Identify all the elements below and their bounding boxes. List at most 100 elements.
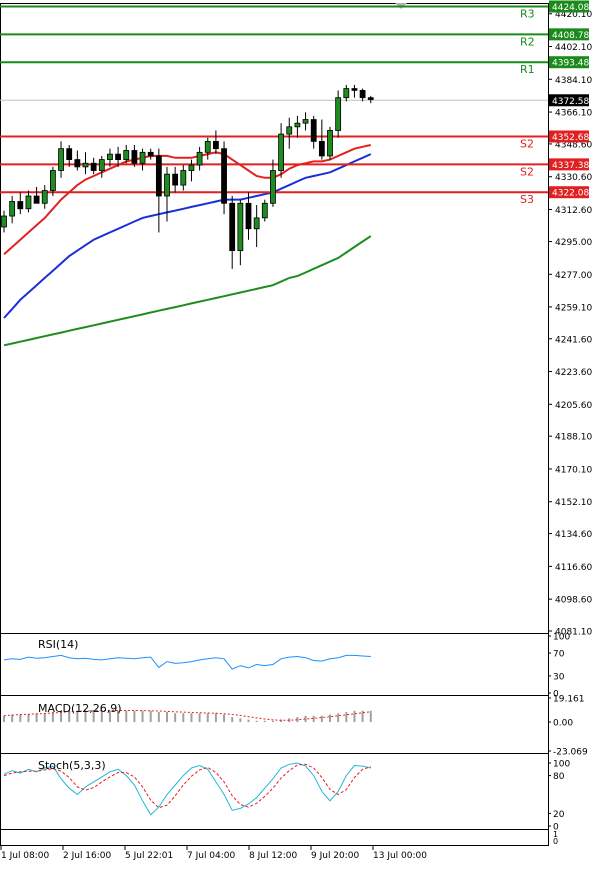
candle-body [310, 119, 317, 142]
candle-body [359, 89, 366, 99]
candle-body [327, 130, 333, 157]
macd-tick-label: 0.00 [553, 719, 573, 729]
candle-body [286, 126, 293, 135]
y-tick-label: 4366.10 [555, 109, 592, 119]
y-tick-label: 4259.10 [555, 303, 592, 313]
level-price-box [549, 186, 589, 199]
x-tick-label: 5 Jul 22:01 [125, 851, 173, 861]
level-name-s3: S3 [520, 193, 534, 206]
y-tick-label: 4134.60 [555, 530, 592, 540]
level-name-r1: R1 [520, 63, 535, 76]
macd-tick-label: 19.161 [553, 695, 585, 705]
y-tick-label: 4330.60 [555, 173, 592, 183]
level-price-box [549, 130, 589, 143]
rsi-line [3, 654, 371, 670]
candle-body [66, 148, 73, 160]
y-tick-label: 4348.60 [555, 140, 592, 150]
candle-body [1, 215, 7, 228]
macd-signal-line [3, 710, 371, 721]
candle-body [302, 119, 309, 124]
level-name-s2: S2 [520, 165, 534, 178]
candle-body [164, 173, 170, 197]
x-tick-label: 13 Jul 00:00 [373, 851, 427, 861]
level-price-box [549, 28, 589, 41]
empty-panel-tick: 0 [553, 837, 558, 846]
candle-body [196, 151, 203, 166]
level-price-label: 4352.68 [552, 133, 589, 143]
x-tick-label: 7 Jul 04:00 [187, 851, 236, 861]
candle-body [253, 217, 260, 230]
level-name-r3: R3 [520, 7, 535, 20]
x-tick-label: 9 Jul 20:00 [311, 851, 360, 861]
current-price-box [549, 94, 589, 107]
stoch-tick-label: 100 [553, 760, 570, 770]
candle-body [115, 153, 121, 160]
candle-body [221, 148, 227, 204]
macd-label: MACD(12,26,9) [38, 702, 122, 715]
level-name-r2: R2 [520, 35, 535, 48]
y-tick-label: 4223.60 [555, 368, 592, 378]
x-tick-label: 8 Jul 12:00 [249, 851, 298, 861]
candle-body [139, 151, 146, 164]
current-price-label: 4372.58 [552, 97, 589, 107]
moving-average-green [3, 235, 372, 347]
rsi-tick-label: 70 [553, 650, 565, 660]
y-tick-label: 4402.10 [555, 43, 592, 53]
candle-body [82, 162, 89, 168]
candle-body [270, 170, 276, 204]
level-price-box [549, 56, 589, 69]
stoch-d-line [3, 763, 371, 809]
candle-body [294, 122, 301, 128]
candle-body [188, 164, 195, 171]
candle-body [318, 140, 325, 157]
stoch-tick-label: 0 [553, 823, 559, 833]
moving-average-red [3, 144, 372, 256]
level-price-label: 4337.38 [552, 161, 589, 171]
candle-body [41, 190, 48, 204]
level-price-box [549, 158, 589, 171]
candle-body [278, 133, 285, 171]
candle-body [147, 151, 154, 157]
level-name-s2: S2 [520, 138, 534, 151]
candle-body [155, 155, 162, 197]
candle-body [343, 88, 350, 99]
y-tick-label: 4205.60 [555, 401, 592, 411]
candle-body [351, 88, 358, 91]
rsi-label: RSI(14) [38, 638, 78, 651]
empty-panel-tick: 1 [553, 830, 558, 839]
level-price-label: 4408.78 [552, 31, 589, 41]
chart-frame [0, 3, 549, 846]
level-price-label: 4424.08 [552, 3, 589, 13]
candle-body [107, 153, 113, 160]
level-price-label: 4322.08 [552, 189, 589, 199]
candle-body [74, 159, 81, 168]
stoch-label: Stoch(5,3,3) [38, 759, 106, 772]
candle-body [25, 195, 32, 210]
macd-tick-label: -23.069 [553, 748, 588, 758]
y-tick-label: 4420.10 [555, 10, 592, 20]
candle-body [212, 140, 219, 150]
rsi-tick-label: 30 [553, 672, 565, 682]
candle-body [90, 162, 97, 171]
candle-body [131, 150, 138, 164]
candle-body [58, 148, 64, 171]
y-tick-label: 4384.10 [555, 76, 592, 86]
candle-body [172, 173, 179, 186]
y-tick-label: 4170.10 [555, 465, 592, 475]
y-tick-label: 4312.60 [555, 206, 592, 216]
candle-body [204, 140, 211, 153]
y-tick-label: 4241.60 [555, 335, 592, 345]
rsi-tick-label: 100 [553, 633, 570, 643]
stoch-tick-label: 20 [553, 810, 565, 820]
candle-body [180, 170, 187, 186]
y-tick-label: 4188.10 [555, 433, 592, 443]
candle-body [17, 201, 24, 210]
x-tick-label: 1 Jul 08:00 [1, 851, 50, 861]
candle-body [50, 170, 56, 191]
candle-body [229, 202, 236, 252]
y-tick-label: 4116.60 [555, 563, 592, 573]
moving-average-blue [3, 153, 372, 319]
y-tick-label: 4081.10 [555, 628, 592, 638]
